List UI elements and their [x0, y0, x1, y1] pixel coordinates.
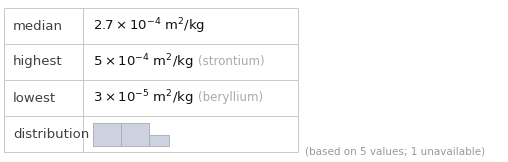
Text: lowest: lowest: [13, 92, 56, 104]
Text: $5\times10^{-4}$ m$^2$/kg: $5\times10^{-4}$ m$^2$/kg: [93, 52, 194, 72]
Text: $2.7\times10^{-4}$ m$^2$/kg: $2.7\times10^{-4}$ m$^2$/kg: [93, 16, 205, 36]
Text: (strontium): (strontium): [198, 56, 265, 69]
Text: highest: highest: [13, 56, 62, 69]
Text: median: median: [13, 19, 63, 33]
Text: (beryllium): (beryllium): [198, 92, 263, 104]
Bar: [121, 123, 149, 146]
Text: $3\times10^{-5}$ m$^2$/kg: $3\times10^{-5}$ m$^2$/kg: [93, 88, 194, 108]
Text: distribution: distribution: [13, 127, 89, 140]
Bar: [93, 123, 121, 146]
Text: (based on 5 values; 1 unavailable): (based on 5 values; 1 unavailable): [305, 147, 485, 157]
Bar: [149, 134, 169, 146]
